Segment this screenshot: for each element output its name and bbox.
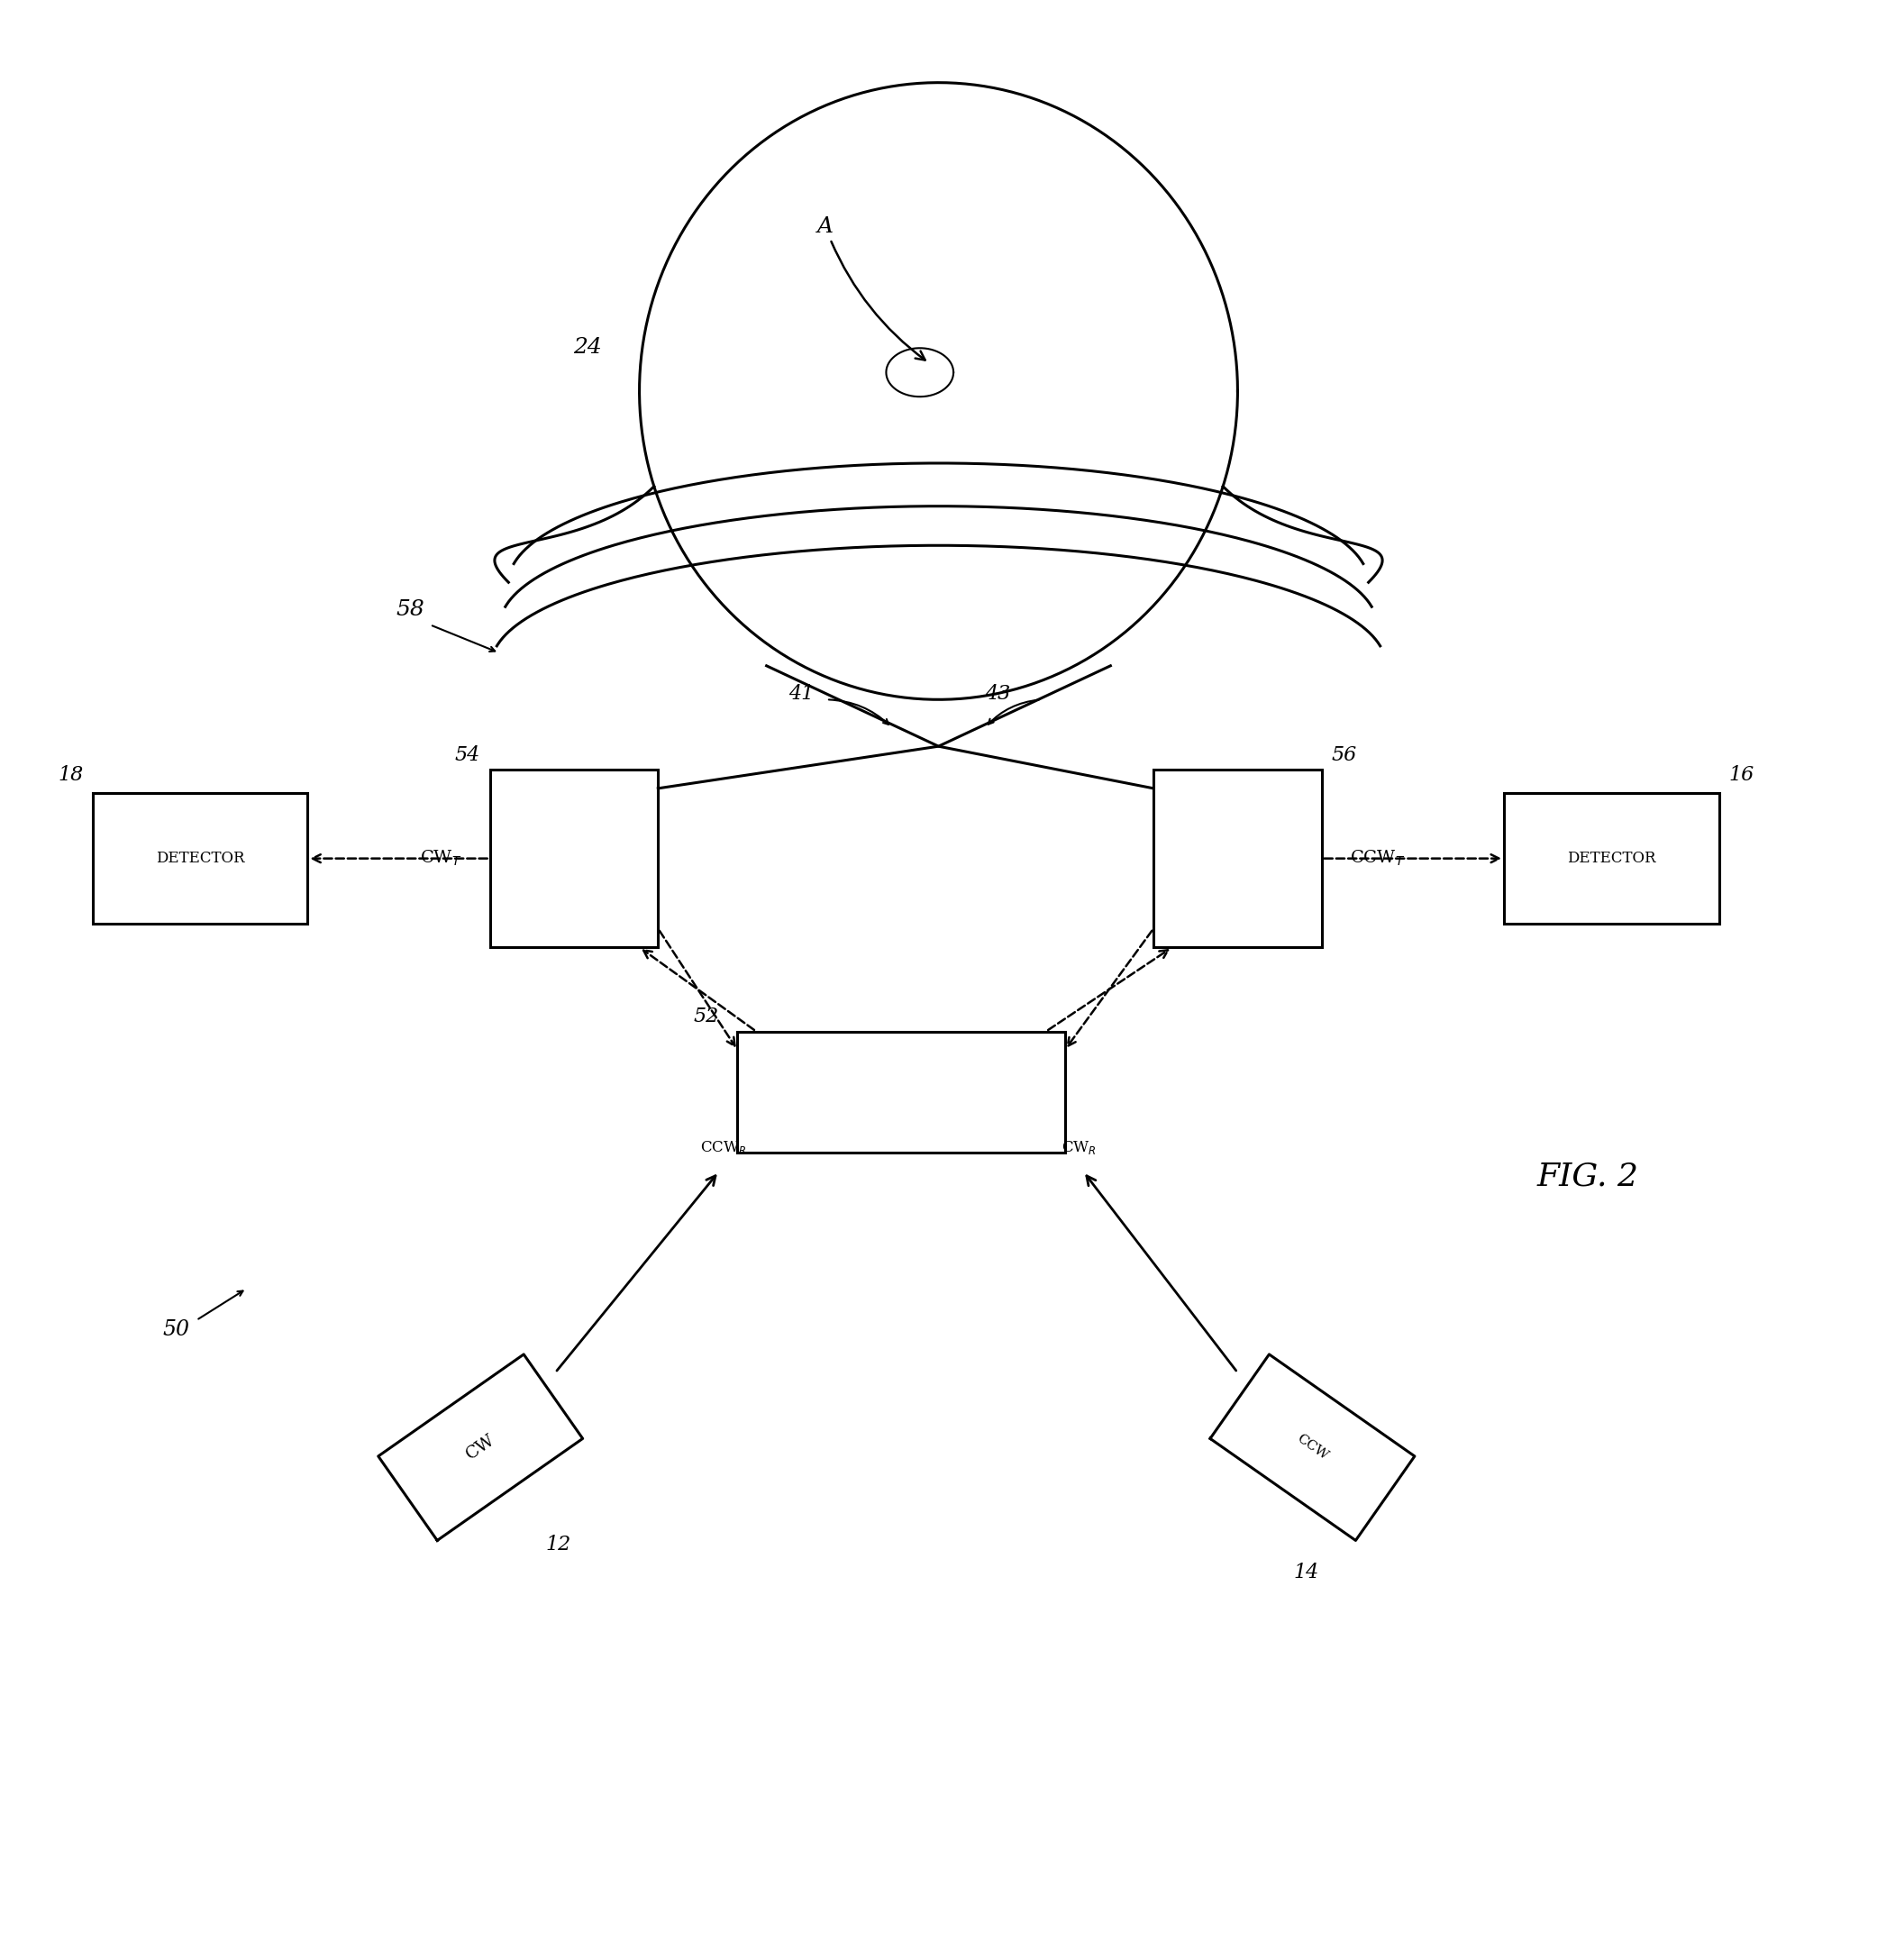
Bar — [738, 1031, 1064, 1152]
Text: 41: 41 — [788, 684, 815, 704]
Text: CCW$_R$: CCW$_R$ — [700, 1139, 747, 1156]
Text: CW$_T$: CW$_T$ — [420, 849, 462, 868]
Text: 18: 18 — [58, 764, 83, 784]
Text: 52: 52 — [693, 1007, 719, 1027]
Text: 16: 16 — [1729, 764, 1753, 784]
Text: CW: CW — [464, 1431, 497, 1462]
Bar — [490, 770, 659, 947]
Text: DETECTOR: DETECTOR — [156, 851, 244, 866]
Text: 54: 54 — [454, 745, 481, 764]
Text: A: A — [816, 216, 925, 361]
Text: 56: 56 — [1331, 745, 1357, 764]
Text: CW$_R$: CW$_R$ — [1061, 1139, 1096, 1156]
Text: CCW$_T$: CCW$_T$ — [1350, 849, 1406, 868]
Text: 24: 24 — [572, 337, 603, 359]
Text: 43: 43 — [985, 684, 1010, 704]
Text: 50: 50 — [163, 1319, 190, 1341]
Bar — [92, 794, 308, 923]
Text: DETECTOR: DETECTOR — [1567, 851, 1656, 866]
Text: CCW: CCW — [1295, 1433, 1331, 1462]
Text: FIG. 2: FIG. 2 — [1537, 1162, 1639, 1192]
Bar — [1154, 770, 1321, 947]
Text: 12: 12 — [546, 1535, 571, 1554]
Text: 14: 14 — [1293, 1562, 1320, 1584]
Bar — [1503, 794, 1719, 923]
Text: 58: 58 — [396, 600, 424, 619]
